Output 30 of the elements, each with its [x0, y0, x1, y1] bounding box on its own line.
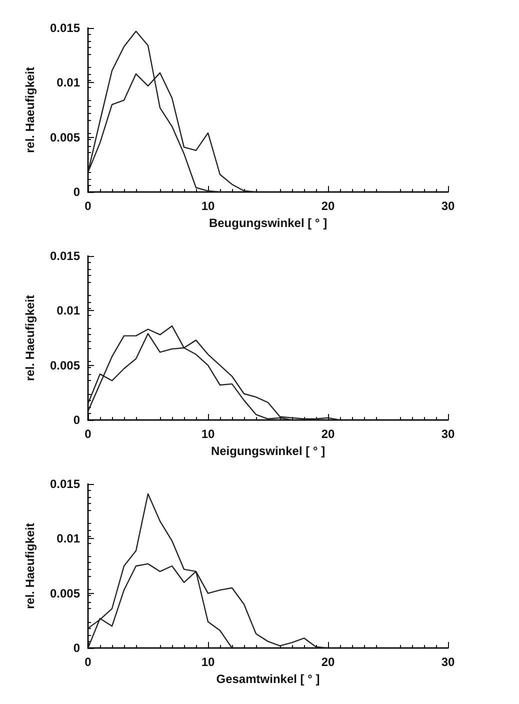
- x-tick-label: 0: [84, 199, 92, 213]
- y-tick-label: 0: [73, 185, 80, 199]
- y-tick-label: 0: [73, 413, 80, 427]
- x-tick-label: 10: [201, 427, 215, 441]
- y-tick-label: 0.005: [50, 586, 80, 600]
- x-axis-title: Gesamtwinkel [ ° ]: [216, 672, 320, 686]
- x-tick-label: 10: [201, 655, 215, 669]
- y-axis-title: rel. Haeufigkeit: [23, 66, 37, 154]
- x-axis-title: Neigungswinkel [ ° ]: [210, 444, 326, 458]
- x-tick-label: 30: [441, 655, 455, 669]
- y-tick-label: 0.01: [56, 304, 80, 318]
- y-tick-label: 0.005: [50, 130, 80, 144]
- x-tick-label: 30: [441, 427, 455, 441]
- x-tick-label: 20: [321, 655, 335, 669]
- x-tick-label: 10: [201, 199, 215, 213]
- y-tick-label: 0.01: [56, 76, 80, 90]
- x-tick-label: 0: [84, 427, 92, 441]
- y-axis-title: rel. Haeufigkeit: [23, 294, 37, 382]
- y-tick-label: 0.015: [50, 249, 80, 263]
- y-tick-label: 0.01: [56, 532, 80, 546]
- x-tick-label: 20: [321, 427, 335, 441]
- x-tick-label: 30: [441, 199, 455, 213]
- y-tick-label: 0: [73, 641, 80, 655]
- x-tick-label: 20: [321, 199, 335, 213]
- y-axis-title: rel. Haeufigkeit: [23, 522, 37, 610]
- y-tick-label: 0.015: [50, 477, 80, 491]
- x-tick-label: 0: [84, 655, 92, 669]
- x-axis-title: Beugungswinkel [ ° ]: [208, 216, 328, 230]
- y-tick-label: 0.015: [50, 21, 80, 35]
- y-tick-label: 0.005: [50, 358, 80, 372]
